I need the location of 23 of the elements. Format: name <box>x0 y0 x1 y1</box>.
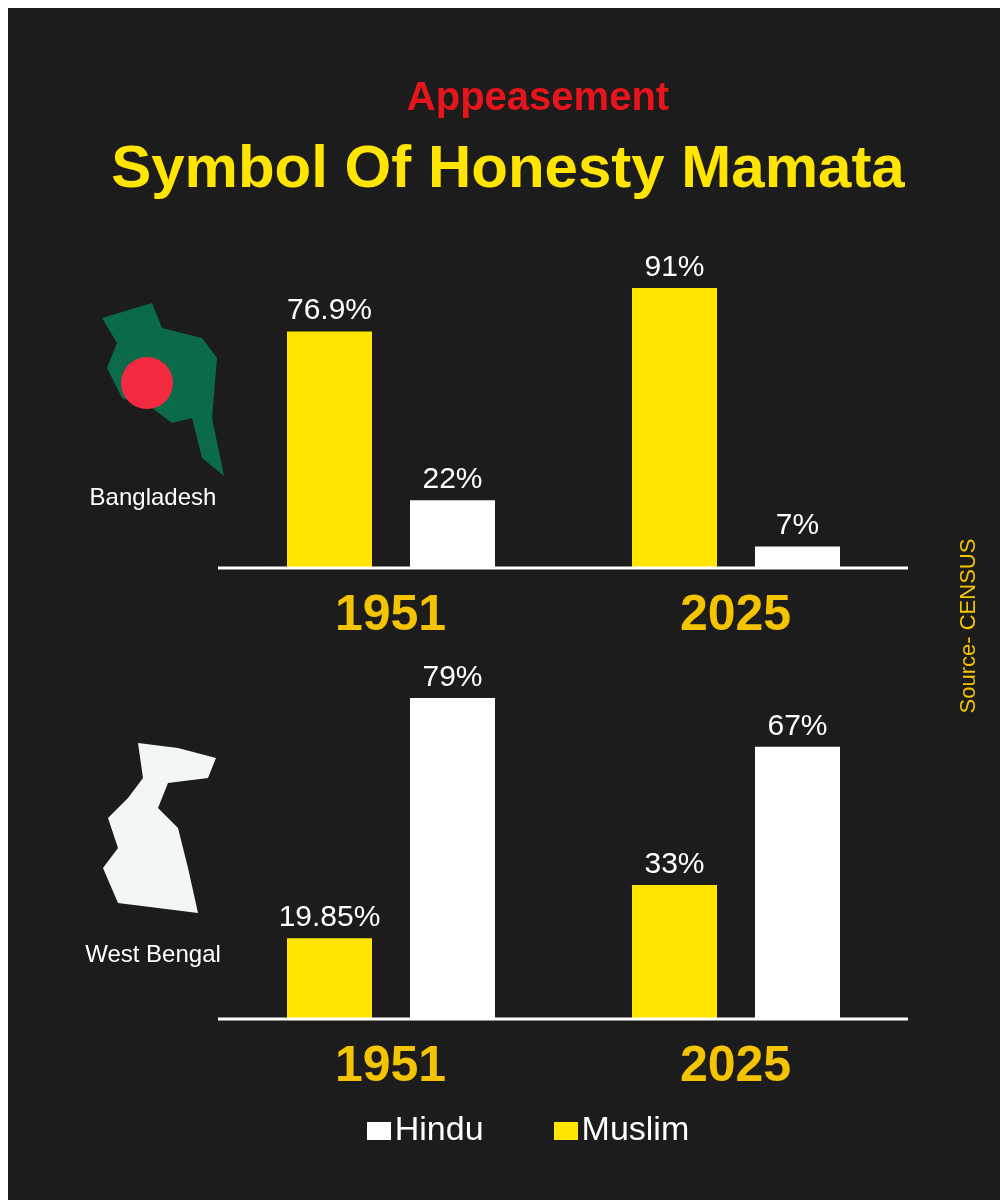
data-label: 19.85% <box>278 899 381 933</box>
data-label: 79% <box>422 659 483 692</box>
x-tick-label: 2025 <box>679 1035 792 1092</box>
legend-label: Hindu <box>394 1109 484 1147</box>
x-tick-label: 1951 <box>334 584 447 641</box>
legend-label: Muslim <box>581 1109 690 1147</box>
chart-title: Symbol Of Honesty Mamata <box>110 132 906 201</box>
data-label: 67% <box>767 707 828 741</box>
data-label: 22% <box>422 461 483 495</box>
text: West Bengal <box>84 940 222 968</box>
data-label: 7% <box>775 507 820 541</box>
bar <box>632 288 717 568</box>
x-tick-label: 2025 <box>679 584 792 641</box>
x-tick-label: 1951 <box>334 1035 447 1092</box>
text: Bangladesh <box>88 483 218 511</box>
text: Appeasement <box>405 74 671 119</box>
data-label: 33% <box>644 845 705 879</box>
bar <box>632 884 717 1019</box>
source-note: Source- CENSUS <box>955 537 981 716</box>
data-label: 76.9% <box>286 292 373 326</box>
bar <box>287 331 372 568</box>
data-label: 91% <box>644 249 705 282</box>
bar <box>287 938 372 1019</box>
